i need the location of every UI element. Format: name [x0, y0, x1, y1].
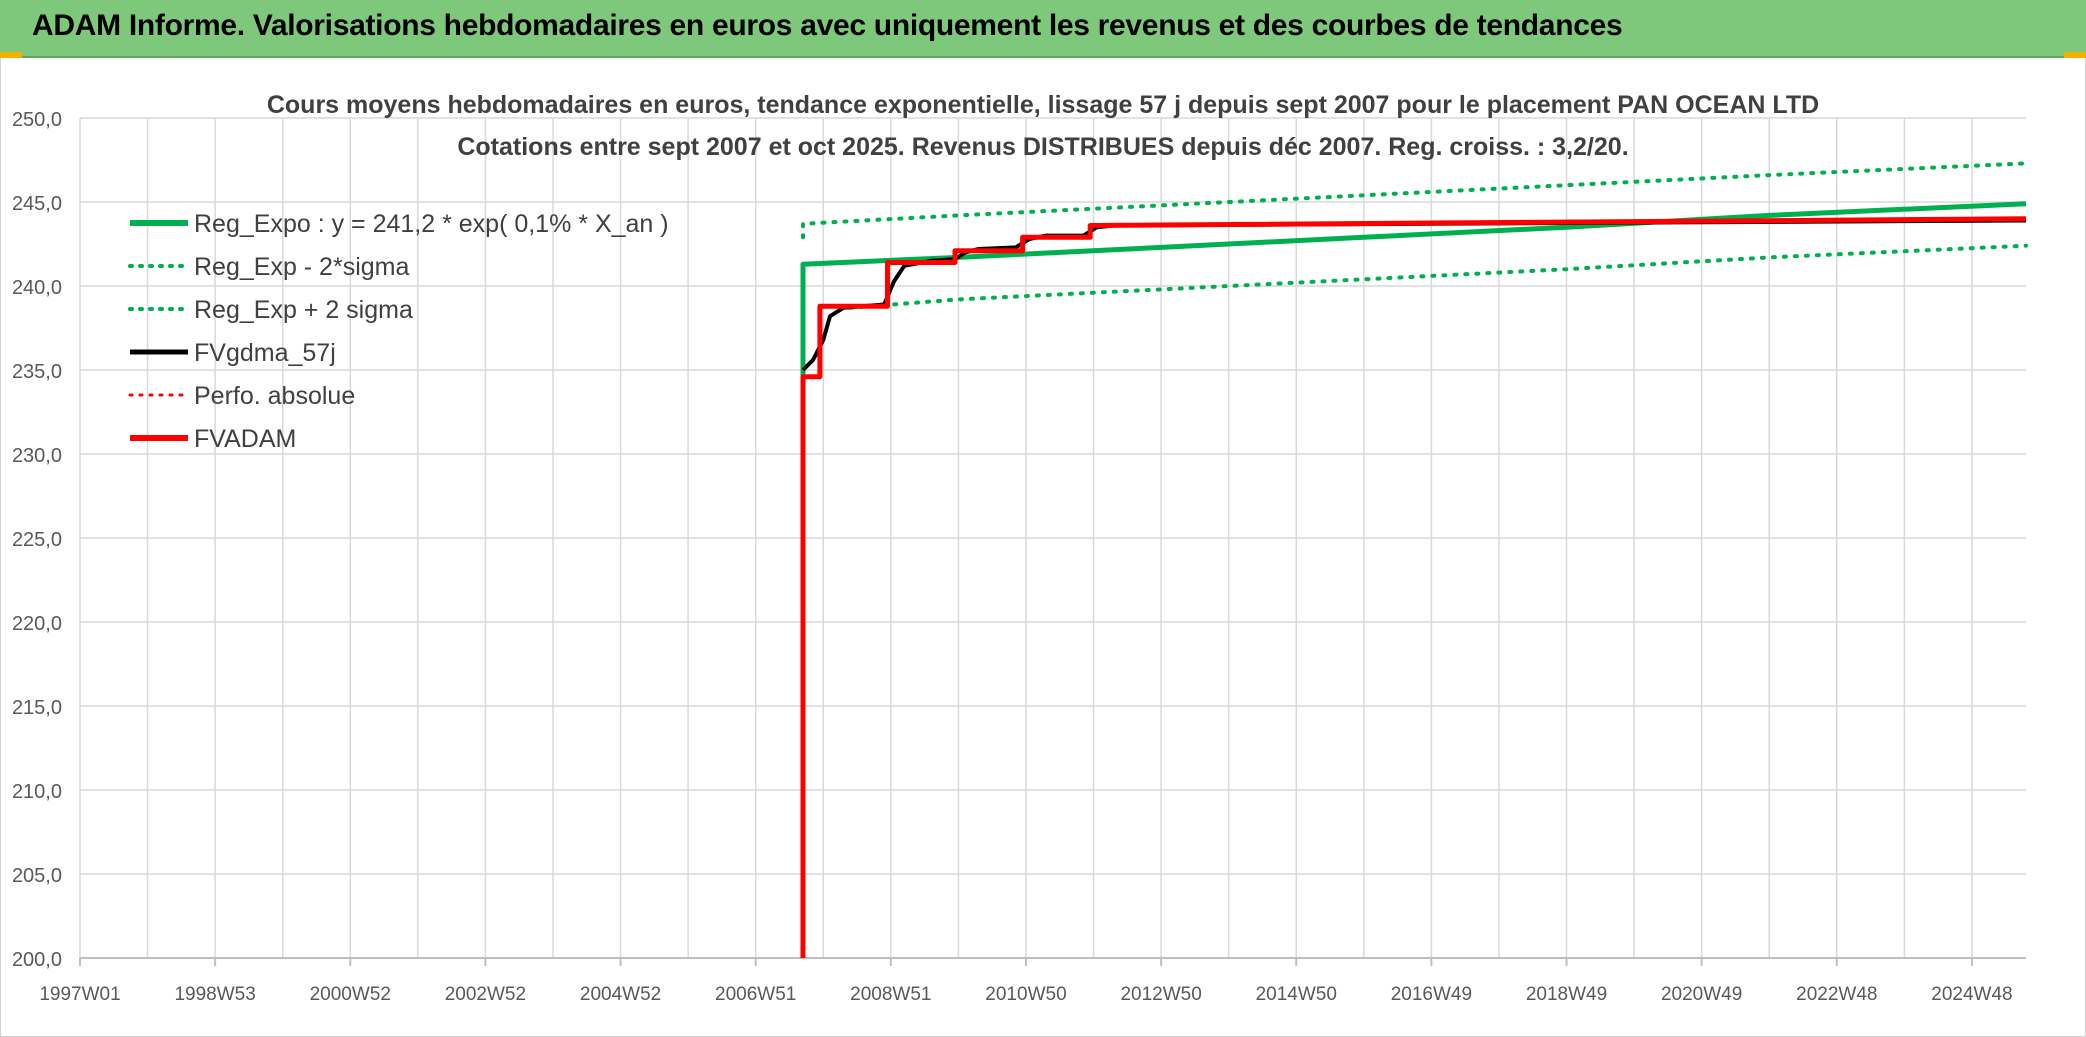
series-line-reg — [800, 201, 2027, 958]
series-line-reg — [848, 243, 2028, 310]
x-tick-label: 2016W49 — [1391, 984, 1472, 1005]
series-line-reg — [801, 161, 2028, 240]
legend-label: Reg_Expo : y = 241,2 * exp( 0,1% * X_an … — [194, 210, 669, 238]
y-tick-label: 210,0 — [12, 781, 62, 803]
legend-label: FVgdma_57j — [194, 339, 336, 367]
y-tick-label: 215,0 — [12, 697, 62, 719]
x-tick-label: 2018W49 — [1526, 984, 1607, 1005]
y-tick-label: 240,0 — [12, 277, 62, 299]
x-tick-label: 2002W52 — [445, 984, 526, 1005]
x-tick-label: 2020W49 — [1661, 984, 1742, 1005]
y-tick-label: 205,0 — [12, 865, 62, 887]
corner-mark-left — [0, 52, 22, 58]
chart-subtitle: Cotations entre sept 2007 et oct 2025. R… — [457, 133, 1628, 161]
y-tick-label: 200,0 — [12, 949, 62, 971]
x-tick-label: 2024W48 — [1931, 984, 2012, 1005]
x-tick-label: 1997W01 — [39, 984, 120, 1005]
report-banner: ADAM Informe. Valorisations hebdomadaire… — [0, 0, 2086, 58]
x-tick-label: 2012W50 — [1120, 984, 1201, 1005]
grid-layer — [79, 117, 2026, 959]
y-tick-label: 225,0 — [12, 529, 62, 551]
y-tick-label: 235,0 — [12, 361, 62, 383]
x-tick-label: 2006W51 — [715, 984, 796, 1005]
y-tick-label: 250,0 — [12, 109, 62, 131]
legend: Reg_Expo : y = 241,2 * exp( 0,1% * X_an … — [128, 210, 669, 453]
x-tick-label: 2022W48 — [1796, 984, 1877, 1005]
x-tick-label: 2008W51 — [850, 984, 931, 1005]
report-title: ADAM Informe. Valorisations hebdomadaire… — [32, 9, 1623, 42]
x-tick-label: 2010W50 — [985, 984, 1066, 1005]
series-layer — [800, 161, 2028, 958]
x-tick-label: 2004W52 — [580, 984, 661, 1005]
series-line-fvadam — [800, 216, 2027, 958]
x-tick-label: 2014W50 — [1256, 984, 1337, 1005]
legend-label: Reg_Exp - 2*sigma — [194, 253, 409, 281]
y-tick-label: 245,0 — [12, 193, 62, 215]
corner-mark-right — [2064, 52, 2086, 58]
y-tick-label: 220,0 — [12, 613, 62, 635]
x-tick-label: 1998W53 — [174, 984, 255, 1005]
legend-label: Perfo. absolue — [194, 382, 355, 410]
legend-label: FVADAM — [194, 425, 296, 453]
series-line-fvgdma — [801, 218, 2027, 372]
x-tick-label: 2000W52 — [310, 984, 391, 1005]
y-tick-label: 230,0 — [12, 445, 62, 467]
legend-label: Reg_Exp + 2 sigma — [194, 296, 413, 324]
chart-title: Cours moyens hebdomadaires en euros, ten… — [267, 91, 1819, 119]
axis-layer: 250,0 245,0 240,0 235,0 230,0 225,0 220,0 215,0… — [12, 109, 2026, 1005]
